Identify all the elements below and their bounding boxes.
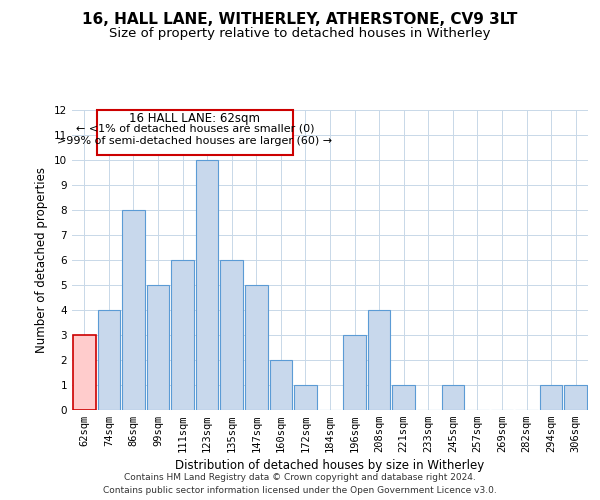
Bar [343,335,366,410]
Text: Contains HM Land Registry data © Crown copyright and database right 2024.
Contai: Contains HM Land Registry data © Crown c… [103,474,497,495]
Bar [442,385,464,410]
X-axis label: Distribution of detached houses by size in Witherley: Distribution of detached houses by size … [175,460,485,472]
Bar [196,160,218,410]
FancyBboxPatch shape [97,110,293,155]
Text: Size of property relative to detached houses in Witherley: Size of property relative to detached ho… [109,28,491,40]
Bar [368,310,391,410]
Bar [220,260,243,410]
Bar [73,335,95,410]
Bar [171,260,194,410]
Text: 16 HALL LANE: 62sqm: 16 HALL LANE: 62sqm [130,112,260,125]
Bar [146,285,169,410]
Y-axis label: Number of detached properties: Number of detached properties [35,167,49,353]
Bar [245,285,268,410]
Bar [294,385,317,410]
Text: 16, HALL LANE, WITHERLEY, ATHERSTONE, CV9 3LT: 16, HALL LANE, WITHERLEY, ATHERSTONE, CV… [82,12,518,28]
Bar [565,385,587,410]
Bar [269,360,292,410]
Bar [540,385,562,410]
Bar [122,210,145,410]
Text: ← <1% of detached houses are smaller (0): ← <1% of detached houses are smaller (0) [76,124,314,134]
Bar [392,385,415,410]
Text: >99% of semi-detached houses are larger (60) →: >99% of semi-detached houses are larger … [57,136,332,146]
Bar [98,310,120,410]
